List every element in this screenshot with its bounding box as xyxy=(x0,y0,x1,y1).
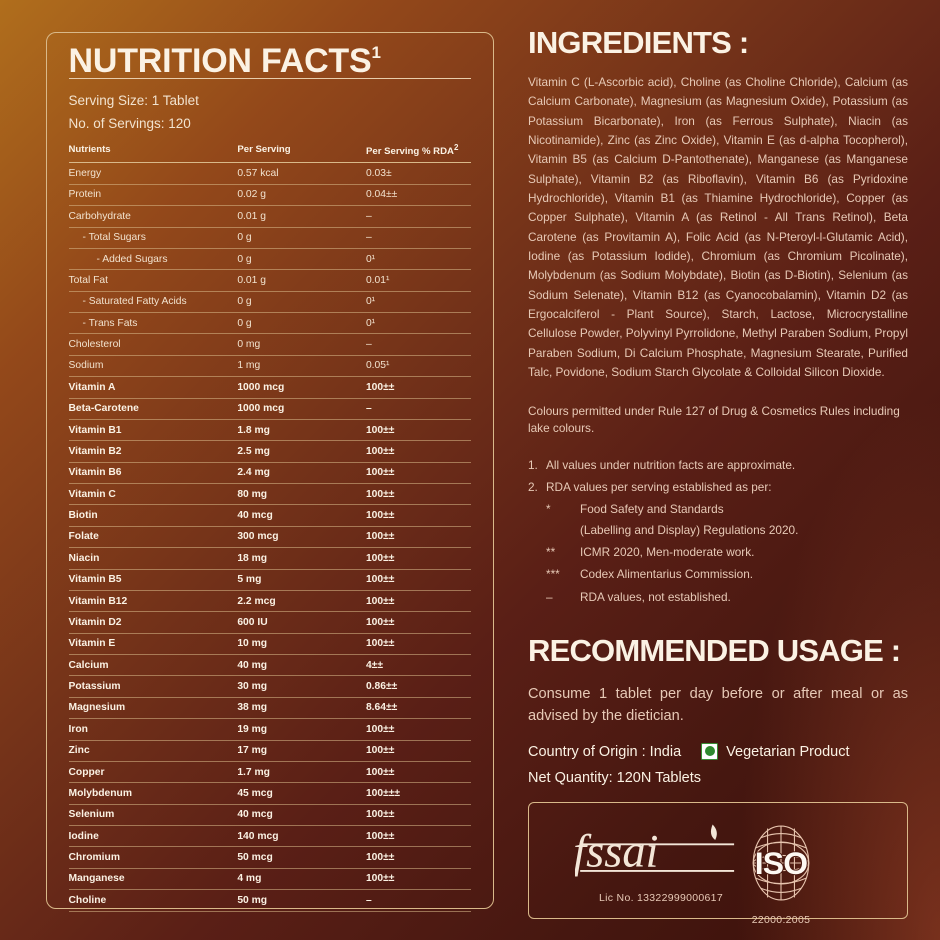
svg-text:fssai: fssai xyxy=(575,827,658,878)
svg-text:ISO: ISO xyxy=(755,845,807,881)
